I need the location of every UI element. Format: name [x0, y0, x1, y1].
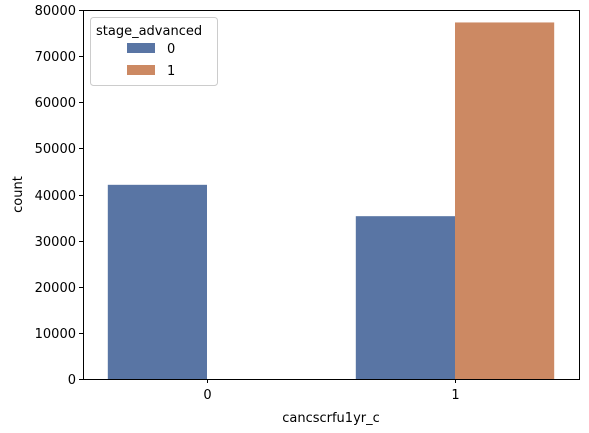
y-tick-label: 60000: [35, 96, 76, 111]
bar-0-series-0: [107, 184, 207, 379]
x-axis-label: cancscrfu1yr_c: [282, 411, 380, 426]
y-axis-label: count: [11, 176, 26, 213]
bars-group: [107, 22, 555, 380]
legend-swatch-1: [127, 65, 155, 75]
y-tick-label: 40000: [35, 189, 76, 204]
legend-title: stage_advanced: [96, 24, 202, 39]
y-axis: 0 10000 20000 30000 40000 50000 60000 70000 8000…: [35, 4, 83, 388]
y-tick-label: 30000: [35, 235, 76, 250]
y-tick-label: 80000: [35, 4, 76, 19]
legend: stage_advanced 01: [90, 17, 218, 86]
y-tick-label: 70000: [35, 50, 76, 65]
legend-swatch-0: [127, 43, 155, 53]
x-tick-label: 1: [451, 388, 459, 403]
legend-label-0: 0: [167, 42, 175, 57]
y-tick-label: 20000: [35, 281, 76, 296]
bar-1-series-1: [455, 22, 555, 380]
y-tick-label: 0: [68, 373, 76, 388]
bar-1-series-0: [355, 216, 455, 379]
x-tick-label: 0: [203, 388, 211, 403]
plot-frame: [83, 10, 580, 380]
y-tick-label: 50000: [35, 142, 76, 157]
legend-items: 01: [127, 42, 175, 79]
legend-label-1: 1: [167, 64, 175, 79]
y-tick-label: 10000: [35, 327, 76, 342]
